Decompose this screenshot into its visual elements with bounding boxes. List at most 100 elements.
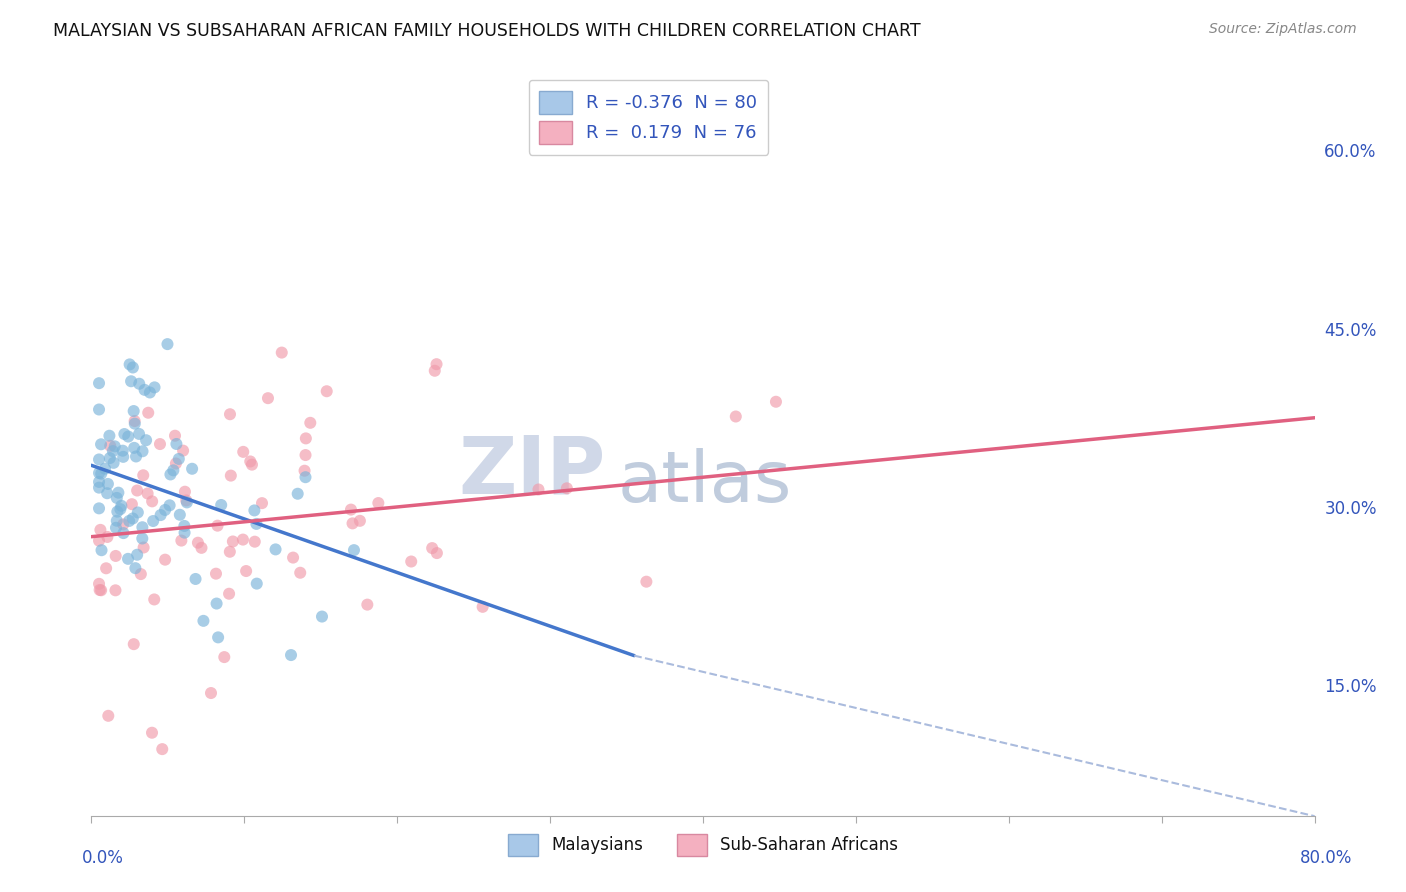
Point	[103, 456, 125, 470]
Point	[240, 458, 263, 472]
Point	[134, 383, 156, 397]
Point	[214, 650, 236, 665]
Point	[243, 503, 266, 517]
Point	[132, 541, 155, 555]
Point	[294, 464, 316, 478]
Point	[90, 543, 112, 558]
Text: MALAYSIAN VS SUBSAHARAN AFRICAN FAMILY HOUSEHOLDS WITH CHILDREN CORRELATION CHAR: MALAYSIAN VS SUBSAHARAN AFRICAN FAMILY H…	[53, 22, 921, 40]
Point	[149, 437, 172, 451]
Point	[131, 532, 153, 546]
Point	[96, 530, 118, 544]
Point	[125, 450, 148, 464]
Point	[250, 496, 273, 510]
Text: ZIP: ZIP	[458, 433, 605, 510]
Point	[187, 535, 209, 549]
Point	[112, 517, 135, 532]
Point	[128, 426, 150, 441]
Point	[128, 376, 150, 391]
Point	[165, 437, 187, 451]
Text: 80.0%: 80.0%	[1301, 849, 1353, 867]
Point	[142, 514, 165, 528]
Point	[200, 686, 222, 700]
Point	[120, 374, 142, 388]
Point	[399, 554, 422, 568]
Point	[290, 566, 312, 580]
Point	[87, 481, 110, 495]
Point	[98, 428, 121, 442]
Point	[207, 518, 229, 533]
Point	[173, 519, 195, 533]
Point	[124, 414, 146, 428]
Point	[98, 451, 121, 466]
Point	[124, 561, 146, 575]
Point	[294, 470, 316, 484]
Point	[132, 468, 155, 483]
Point	[159, 467, 181, 482]
Point	[471, 599, 494, 614]
Point	[219, 407, 242, 421]
Point	[173, 525, 195, 540]
Point	[367, 496, 389, 510]
Point	[143, 380, 166, 394]
Point	[149, 508, 172, 522]
Point	[218, 545, 240, 559]
Point	[356, 598, 378, 612]
Point	[87, 475, 110, 489]
Point	[426, 546, 449, 560]
Point	[139, 385, 162, 400]
Point	[205, 566, 228, 581]
Point	[97, 708, 120, 723]
Point	[150, 742, 173, 756]
Point	[105, 505, 128, 519]
Point	[724, 409, 747, 424]
Point	[143, 592, 166, 607]
Point	[121, 511, 143, 525]
Point	[105, 514, 128, 528]
Point	[129, 567, 152, 582]
Point	[207, 631, 229, 645]
Point	[281, 550, 304, 565]
Point	[104, 439, 127, 453]
Point	[111, 443, 134, 458]
Point	[87, 533, 110, 548]
Point	[118, 358, 141, 372]
Point	[104, 549, 127, 563]
Point	[270, 345, 292, 359]
Point	[343, 543, 366, 558]
Text: atlas: atlas	[617, 449, 792, 517]
Point	[97, 477, 120, 491]
Point	[219, 468, 242, 483]
Point	[349, 514, 371, 528]
Point	[122, 441, 145, 455]
Point	[342, 516, 364, 531]
Point	[87, 376, 110, 391]
Point	[174, 484, 197, 499]
Point	[765, 394, 787, 409]
Point	[131, 444, 153, 458]
Point	[299, 416, 322, 430]
Point	[89, 523, 111, 537]
Point	[110, 502, 132, 516]
Point	[127, 505, 149, 519]
Point	[90, 467, 112, 481]
Point	[87, 577, 110, 591]
Point	[110, 499, 132, 513]
Point	[315, 384, 337, 399]
Point	[87, 466, 110, 480]
Point	[118, 514, 141, 528]
Point	[423, 364, 446, 378]
Point	[98, 439, 121, 453]
Point	[340, 502, 363, 516]
Point	[205, 597, 228, 611]
Point	[141, 725, 163, 739]
Point	[257, 391, 280, 405]
Point	[112, 526, 135, 541]
Point	[87, 501, 110, 516]
Point	[239, 454, 262, 468]
Point	[232, 533, 254, 547]
Text: 0.0%: 0.0%	[82, 849, 124, 867]
Point	[246, 576, 269, 591]
Point	[176, 495, 198, 509]
Point	[193, 614, 215, 628]
Point	[90, 583, 112, 598]
